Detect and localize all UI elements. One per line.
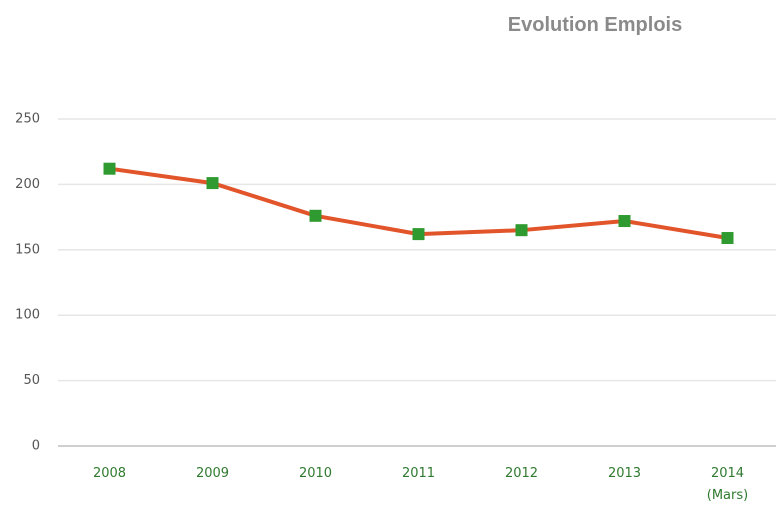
y-tick-label: 100 [15, 308, 40, 323]
y-tick-label: 50 [23, 373, 40, 388]
chart-title: Evolution Emplois [507, 14, 683, 36]
x-tick-label: 2010 [298, 466, 333, 481]
marker [103, 162, 116, 175]
x-tick-label: 2009 [195, 466, 230, 481]
marker [309, 209, 322, 222]
marker [515, 224, 528, 237]
y-tick-label: 200 [15, 177, 40, 192]
marker [206, 177, 219, 190]
marker [618, 215, 631, 228]
y-tick-label: 250 [15, 112, 40, 127]
x-tick-label: 2014 (Mars) [706, 466, 749, 503]
x-tick-label: 2012 [504, 466, 539, 481]
y-tick-label: 150 [15, 242, 40, 257]
x-tick-label: 2013 [607, 466, 642, 481]
line [109, 166, 728, 241]
x-tick-label: 2011 [401, 466, 436, 481]
marker [412, 228, 425, 241]
x-tick-label: 2008 [92, 466, 127, 481]
y-tick-label: 0 [32, 439, 40, 454]
marker [721, 232, 734, 245]
